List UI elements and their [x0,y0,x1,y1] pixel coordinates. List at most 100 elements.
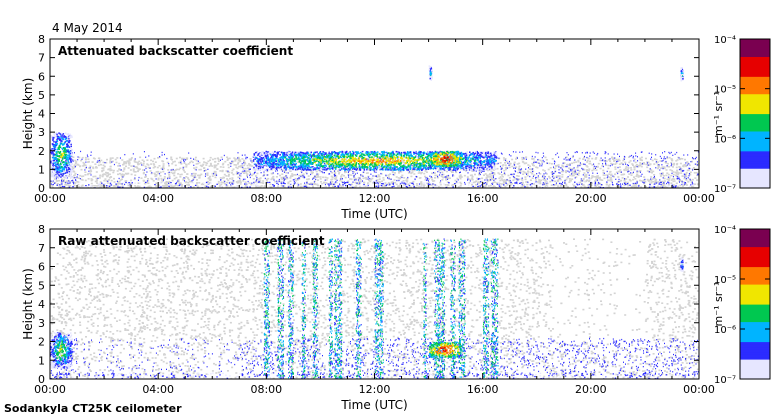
speckle-pixel [281,170,283,172]
speckle-pixel [565,165,567,168]
speckle-pixel [249,176,251,179]
noise-pixel [217,182,220,185]
feature-pixel [54,170,57,172]
feature-pixel [66,156,69,159]
feature-pixel [66,145,69,148]
noise-pixel [675,166,678,169]
noise-pixel [691,178,694,181]
noise-pixel [599,167,602,170]
noise-pixel [663,177,666,180]
noise-pixel [202,157,205,160]
noise-pixel [659,175,662,177]
surface-pixel [457,182,459,184]
noise-pixel [182,168,185,171]
noise-pixel [613,175,615,178]
speckle-pixel [555,182,557,184]
noise-pixel [100,185,103,187]
noise-pixel [179,167,182,170]
noise-pixel [663,167,666,170]
surface-pixel [284,183,286,185]
noise-pixel [402,180,405,182]
noise-pixel [615,158,618,161]
surface-pixel [192,182,194,184]
feature-pixel [58,155,61,157]
noise-pixel [162,163,165,165]
noise-pixel [341,181,343,183]
surface-pixel [405,181,408,184]
surface-pixel [158,186,160,188]
noise-pixel [235,158,238,160]
noise-pixel [399,183,402,186]
noise-pixel [315,174,318,177]
noise-pixel [687,181,690,183]
noise-pixel [228,173,230,176]
noise-pixel [214,176,217,179]
noise-pixel [138,168,141,170]
noise-pixel [439,183,442,186]
noise-pixel [502,180,505,183]
noise-pixel [683,164,686,166]
noise-pixel [305,159,308,162]
noise-pixel [289,180,292,182]
feature-pixel [466,158,468,161]
noise-pixel [103,165,106,168]
noise-pixel [343,174,345,177]
noise-pixel [374,185,377,188]
noise-pixel [409,182,412,184]
noise-pixel [408,170,411,172]
noise-pixel [487,179,489,181]
feature-pixel [58,145,61,147]
noise-pixel [92,167,95,170]
noise-pixel [662,184,665,187]
speckle-pixel [321,171,323,173]
surface-pixel [667,185,669,187]
speckle-pixel [97,160,99,162]
speckle-pixel [543,177,545,179]
feature-pixel [51,167,53,169]
surface-pixel [674,186,677,188]
speckle-pixel [411,164,413,166]
feature-pixel [64,149,66,152]
speckle-pixel [310,169,312,171]
speckle-pixel [336,179,338,181]
noise-pixel [100,184,103,186]
noise-pixel [471,178,474,181]
noise-pixel [271,172,274,175]
surface-pixel [648,186,651,188]
noise-pixel [280,180,283,183]
feature-pixel [50,135,52,137]
noise-pixel [420,181,423,183]
noise-pixel [625,166,628,168]
speckle-pixel [680,168,682,170]
speckle-pixel [409,171,411,173]
noise-pixel [261,182,264,184]
speckle-pixel [65,158,67,161]
noise-pixel [459,181,462,184]
speckle-pixel [330,181,331,183]
noise-pixel [594,176,597,178]
noise-pixel [76,181,79,183]
noise-pixel [439,181,442,184]
speckle-pixel [84,169,86,171]
surface-pixel [611,186,614,188]
noise-pixel [633,176,635,178]
speckle-pixel [644,178,646,181]
surface-pixel [678,184,681,186]
noise-pixel [311,172,314,175]
noise-pixel [548,162,551,165]
feature-pixel [425,165,428,167]
speckle-pixel [629,155,631,157]
noise-pixel [216,168,219,170]
speckle-pixel [241,163,243,165]
feature-pixel [59,146,62,149]
noise-pixel [155,182,158,185]
noise-pixel [520,186,523,188]
noise-pixel [58,179,60,182]
feature-pixel [56,163,59,165]
speckle-pixel [612,175,614,177]
feature-pixel [306,156,308,158]
noise-pixel [571,156,574,159]
noise-pixel [608,176,611,179]
feature-pixel [372,159,375,162]
speckle-pixel [250,173,252,175]
